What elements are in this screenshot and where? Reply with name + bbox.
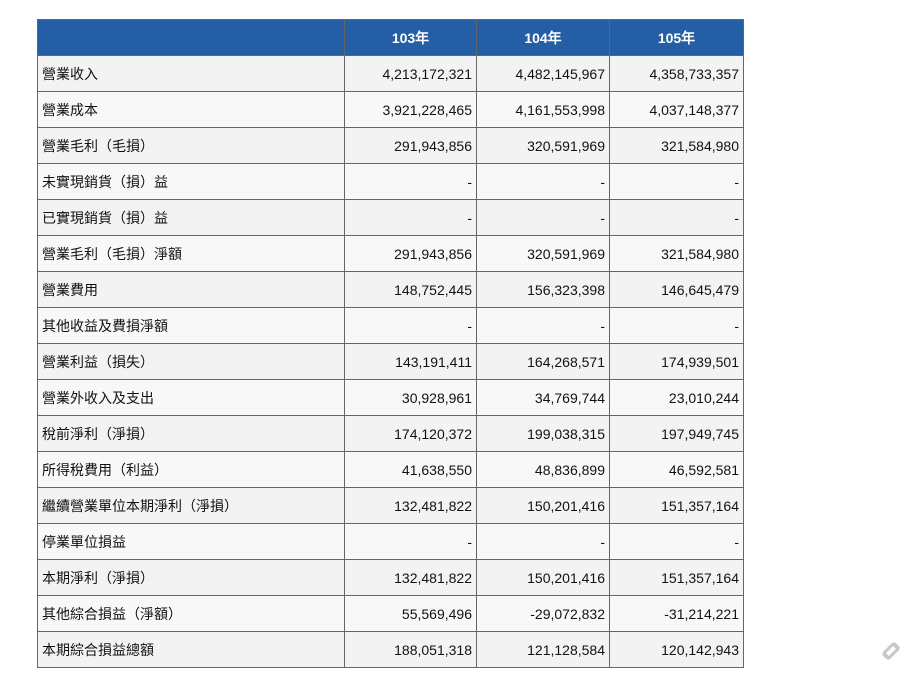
value-cell: -: [609, 199, 744, 236]
table-row: 稅前淨利（淨損） 174,120,372 199,038,315 197,949,74…: [37, 415, 744, 452]
value-cell: 3,921,228,465: [344, 91, 477, 128]
corner-icon: [882, 642, 900, 660]
row-label: 營業成本: [37, 91, 345, 128]
value-cell: 174,120,372: [344, 415, 477, 452]
value-cell: 291,943,856: [344, 235, 477, 272]
value-cell: 4,213,172,321: [344, 55, 477, 92]
value-cell: 146,645,479: [609, 271, 744, 308]
value-cell: -: [609, 163, 744, 200]
value-cell: 197,949,745: [609, 415, 744, 452]
row-label: 其他收益及費損淨額: [37, 307, 345, 344]
row-label: 已實現銷貨（損）益: [37, 199, 345, 236]
table-row: 其他收益及費損淨額 - - -: [37, 307, 744, 344]
column-header: 105年: [609, 19, 744, 56]
value-cell: -: [344, 307, 477, 344]
table-row: 未實現銷貨（損）益 - - -: [37, 163, 744, 200]
table-row: 營業費用 148,752,445 156,323,398 146,645,479: [37, 271, 744, 308]
value-cell: -: [476, 307, 610, 344]
value-cell: 4,358,733,357: [609, 55, 744, 92]
value-cell: 320,591,969: [476, 127, 610, 164]
table-row: 營業毛利（毛損） 291,943,856 320,591,969 321,584,98…: [37, 127, 744, 164]
value-cell: -: [344, 163, 477, 200]
row-label: 所得稅費用（利益）: [37, 451, 345, 488]
value-cell: 132,481,822: [344, 487, 477, 524]
row-label: 營業外收入及支出: [37, 379, 345, 416]
value-cell: -: [609, 307, 744, 344]
value-cell: 321,584,980: [609, 127, 744, 164]
value-cell: 151,357,164: [609, 559, 744, 596]
row-label: 稅前淨利（淨損）: [37, 415, 345, 452]
table-body: 營業收入 4,213,172,321 4,482,145,967 4,358,733,…: [37, 55, 744, 668]
value-cell: 46,592,581: [609, 451, 744, 488]
value-cell: 4,482,145,967: [476, 55, 610, 92]
value-cell: 321,584,980: [609, 235, 744, 272]
value-cell: 151,357,164: [609, 487, 744, 524]
value-cell: 291,943,856: [344, 127, 477, 164]
column-header: 103年: [344, 19, 477, 56]
value-cell: -: [476, 163, 610, 200]
value-cell: -: [344, 199, 477, 236]
value-cell: 34,769,744: [476, 379, 610, 416]
value-cell: -31,214,221: [609, 595, 744, 632]
row-label: 繼續營業單位本期淨利（淨損）: [37, 487, 345, 524]
header-row: 103年 104年 105年: [37, 19, 744, 56]
row-label: 營業利益（損失）: [37, 343, 345, 380]
value-cell: 150,201,416: [476, 487, 610, 524]
table-row: 繼續營業單位本期淨利（淨損） 132,481,822 150,201,416 151,…: [37, 487, 744, 524]
table-row: 本期淨利（淨損） 132,481,822 150,201,416 151,357,16…: [37, 559, 744, 596]
table-row: 本期綜合損益總額 188,051,318 121,128,584 120,142,94…: [37, 631, 744, 668]
value-cell: -: [344, 523, 477, 560]
value-cell: 199,038,315: [476, 415, 610, 452]
table-row: 其他綜合損益（淨額） 55,569,496 -29,072,832 -31,214,2…: [37, 595, 744, 632]
row-label: 本期綜合損益總額: [37, 631, 345, 668]
row-label: 其他綜合損益（淨額）: [37, 595, 345, 632]
row-label: 營業毛利（毛損）: [37, 127, 345, 164]
table-row: 營業利益（損失） 143,191,411 164,268,571 174,939,50…: [37, 343, 744, 380]
row-label: 未實現銷貨（損）益: [37, 163, 345, 200]
value-cell: 48,836,899: [476, 451, 610, 488]
table-row: 所得稅費用（利益） 41,638,550 48,836,899 46,592,581: [37, 451, 744, 488]
value-cell: 4,161,553,998: [476, 91, 610, 128]
value-cell: 120,142,943: [609, 631, 744, 668]
value-cell: 30,928,961: [344, 379, 477, 416]
table-row: 停業單位損益 - - -: [37, 523, 744, 560]
table-row: 營業收入 4,213,172,321 4,482,145,967 4,358,733,…: [37, 55, 744, 92]
value-cell: 143,191,411: [344, 343, 477, 380]
row-label: 營業費用: [37, 271, 345, 308]
income-table: 103年 104年 105年 營業收入 4,213,172,321 4,482,145,…: [37, 19, 744, 668]
row-label: 本期淨利（淨損）: [37, 559, 345, 596]
value-cell: -: [476, 199, 610, 236]
value-cell: 150,201,416: [476, 559, 610, 596]
table-row: 營業成本 3,921,228,465 4,161,553,998 4,037,148,…: [37, 91, 744, 128]
value-cell: -: [476, 523, 610, 560]
value-cell: 132,481,822: [344, 559, 477, 596]
value-cell: -29,072,832: [476, 595, 610, 632]
row-label: 營業收入: [37, 55, 345, 92]
table-row: 營業外收入及支出 30,928,961 34,769,744 23,010,244: [37, 379, 744, 416]
value-cell: 4,037,148,377: [609, 91, 744, 128]
value-cell: 156,323,398: [476, 271, 610, 308]
value-cell: 121,128,584: [476, 631, 610, 668]
value-cell: 164,268,571: [476, 343, 610, 380]
value-cell: 148,752,445: [344, 271, 477, 308]
value-cell: 174,939,501: [609, 343, 744, 380]
value-cell: -: [609, 523, 744, 560]
value-cell: 41,638,550: [344, 451, 477, 488]
row-label: 營業毛利（毛損）淨額: [37, 235, 345, 272]
column-header: 104年: [476, 19, 610, 56]
table-row: 已實現銷貨（損）益 - - -: [37, 199, 744, 236]
value-cell: 188,051,318: [344, 631, 477, 668]
value-cell: 320,591,969: [476, 235, 610, 272]
table-row: 營業毛利（毛損）淨額 291,943,856 320,591,969 321,584,…: [37, 235, 744, 272]
value-cell: 23,010,244: [609, 379, 744, 416]
row-label: 停業單位損益: [37, 523, 345, 560]
value-cell: 55,569,496: [344, 595, 477, 632]
header-blank: [37, 19, 345, 56]
